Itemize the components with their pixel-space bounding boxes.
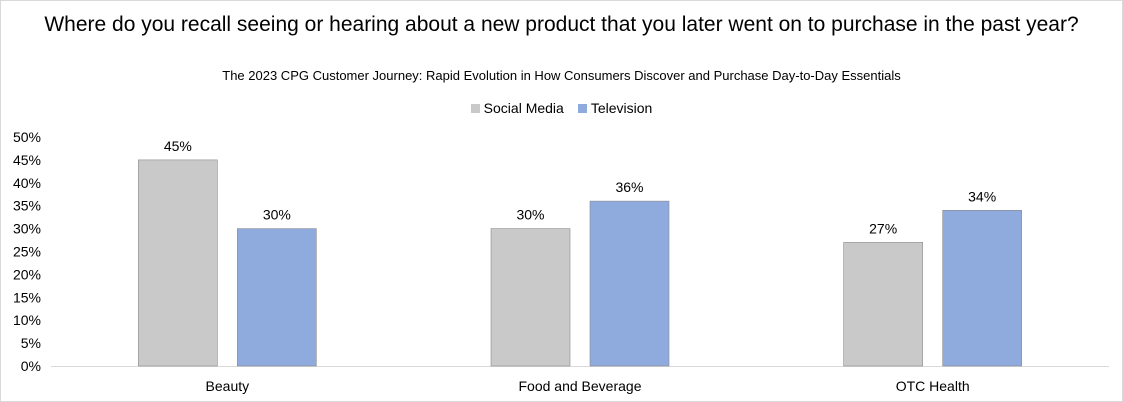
y-tick-label: 20% [13,266,41,282]
y-tick-label: 30% [13,221,41,237]
bar-social-media [843,242,923,367]
bar-social-media [490,228,571,367]
chart-subtitle: The 2023 CPG Customer Journey: Rapid Evo… [222,68,901,83]
y-tick-label: 10% [13,312,41,328]
y-tick-label: 5% [21,335,41,351]
y-tick-label: 35% [13,198,41,214]
bar-television [589,200,670,367]
y-tick-label: 15% [13,289,41,305]
y-tick-label: 0% [21,358,41,374]
legend-label-social-media: Social Media [483,100,564,116]
bar-television [237,228,317,367]
bar-social-media [138,159,218,367]
bar-data-label: 30% [263,207,291,223]
x-category-label: OTC Health [896,378,970,394]
legend-item-social-media: Social Media [470,99,564,117]
legend-swatch-social-media [470,103,480,113]
y-tick-label: 40% [13,175,41,191]
y-tick-label: 50% [13,129,41,145]
bar-data-label: 27% [869,220,897,236]
bar-data-label: 36% [615,179,643,195]
bar-television [942,209,1022,367]
bar-data-label: 34% [968,188,996,204]
legend-swatch-television [577,103,587,113]
legend-label-television: Television [590,100,653,116]
bar-data-label: 45% [164,138,192,154]
chart-legend: Social Media Television [1,99,1122,117]
x-category-label: Beauty [206,378,250,394]
x-category-label: Food and Beverage [519,378,642,394]
legend-item-television: Television [577,99,653,117]
chart-title: Where do you recall seeing or hearing ab… [44,13,1079,36]
bar-data-label: 30% [516,207,544,223]
y-tick-label: 25% [13,244,41,260]
y-tick-label: 45% [13,152,41,168]
